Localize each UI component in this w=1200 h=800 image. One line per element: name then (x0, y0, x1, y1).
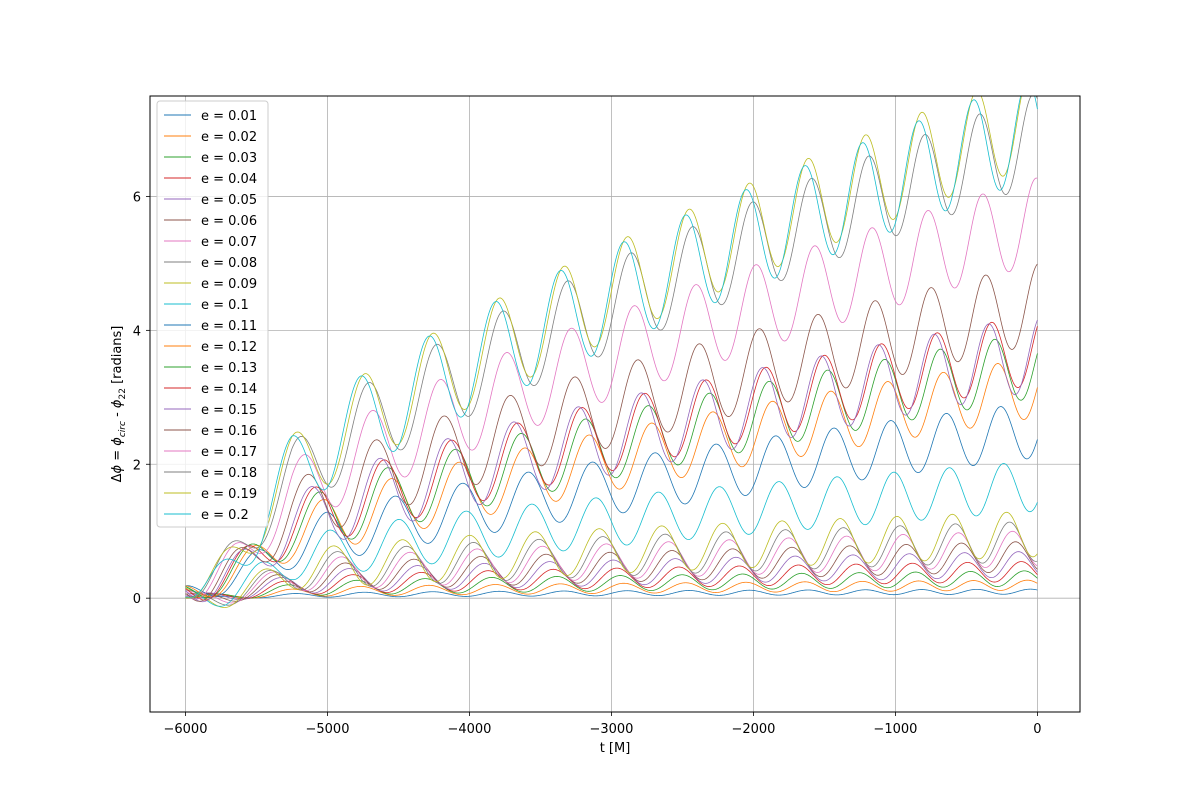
legend-label: e = 0.03 (201, 151, 257, 166)
series-lines (185, 96, 1038, 608)
legend-label: e = 0.01 (201, 109, 257, 124)
y-axis-label: Δϕ = ϕcirc - ϕ22 [radians] (110, 326, 128, 483)
series-line (185, 406, 1038, 597)
series-line (185, 588, 1038, 599)
series-line (185, 511, 1038, 608)
legend-label: e = 0.2 (201, 508, 249, 523)
x-tick-label: −3000 (589, 722, 633, 737)
series-line (185, 96, 1038, 599)
x-tick-label: −6000 (164, 722, 208, 737)
legend-label: e = 0.02 (201, 130, 257, 145)
legend-label: e = 0.19 (201, 487, 257, 502)
legend-label: e = 0.14 (201, 382, 257, 397)
series-line (185, 177, 1038, 600)
series-line (185, 321, 1038, 601)
series-line (185, 263, 1038, 602)
x-tick-label: −4000 (447, 722, 491, 737)
y-tick-label: 4 (133, 324, 141, 339)
legend-label: e = 0.15 (201, 403, 257, 418)
series-line (185, 96, 1022, 599)
axis-ticks: −6000 −5000 −4000 −3000 −2000 −1000 0 0 2 4 6 (133, 190, 1042, 737)
y-tick-label: 2 (133, 458, 141, 473)
series-line (185, 463, 1038, 607)
series-line (185, 319, 1038, 603)
series-line (185, 561, 1038, 600)
x-axis-label: t [M] (600, 741, 631, 756)
series-line (185, 541, 1038, 602)
legend-label: e = 0.11 (201, 319, 257, 334)
plot-area (150, 96, 1080, 712)
legend-label: e = 0.08 (201, 256, 257, 271)
plot-frame (149, 95, 1081, 713)
series-line (185, 530, 1038, 604)
y-tick-label: 0 (133, 592, 141, 607)
x-tick-label: −1000 (873, 722, 917, 737)
legend-label: e = 0.05 (201, 193, 257, 208)
series-line (185, 551, 1038, 601)
series-line (185, 579, 1038, 599)
y-tick-label: 6 (133, 190, 141, 205)
legend-label: e = 0.16 (201, 424, 257, 439)
legend-label: e = 0.1 (201, 298, 249, 313)
x-tick-label: −5000 (305, 722, 349, 737)
legend-label: e = 0.17 (201, 445, 257, 460)
legend-label: e = 0.18 (201, 466, 257, 481)
legend: e = 0.01 e = 0.02 e = 0.03 e = 0.04 e = 0.05… (156, 100, 269, 528)
legend-label: e = 0.07 (201, 235, 257, 250)
legend-label: e = 0.12 (201, 340, 257, 355)
legend-label: e = 0.09 (201, 277, 257, 292)
x-tick-label: −2000 (731, 722, 775, 737)
x-tick-label: 0 (1033, 722, 1041, 737)
legend-label: e = 0.04 (201, 172, 257, 187)
legend-label: e = 0.13 (201, 361, 257, 376)
legend-label: e = 0.06 (201, 214, 257, 229)
series-line (185, 570, 1038, 599)
legend-box (156, 100, 269, 528)
series-line (185, 96, 1038, 598)
